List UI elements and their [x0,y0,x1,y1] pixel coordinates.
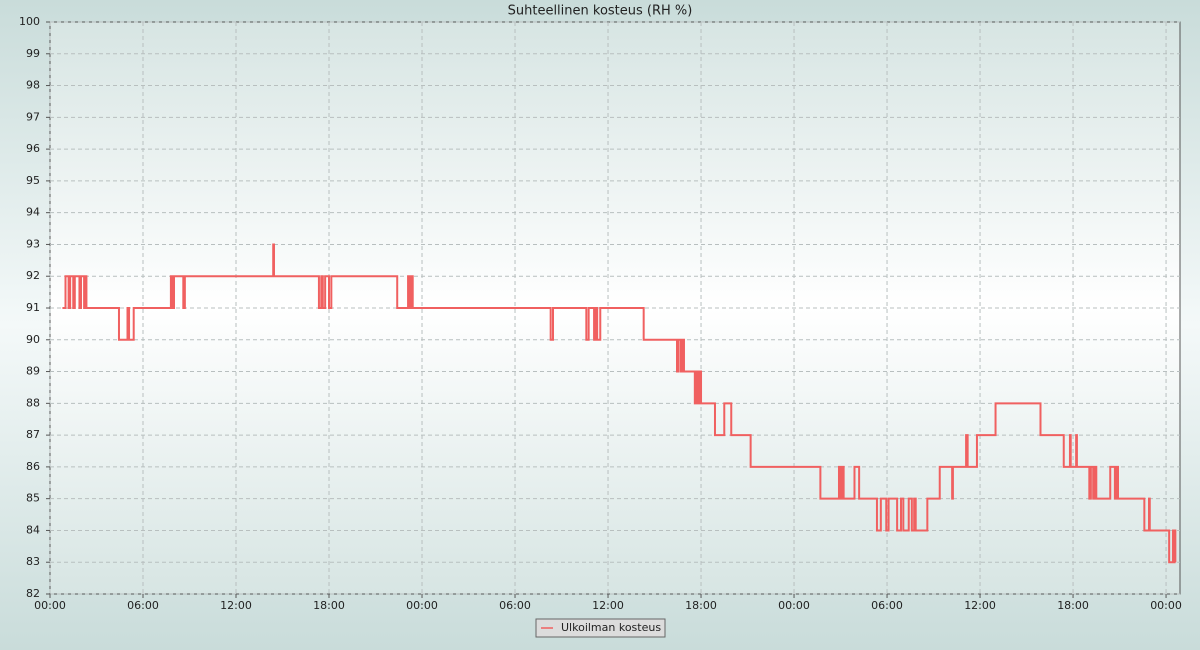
x-tick-label: 06:00 [871,599,903,612]
legend-label: Ulkoilman kosteus [561,621,661,634]
x-tick-label: 00:00 [778,599,810,612]
x-tick-label: 12:00 [220,599,252,612]
x-tick-label: 18:00 [313,599,345,612]
y-tick-label: 96 [26,142,40,155]
y-tick-label: 82 [26,587,40,600]
y-tick-label: 85 [26,492,40,505]
y-tick-label: 83 [26,555,40,568]
y-tick-label: 84 [26,523,40,536]
y-tick-label: 92 [26,269,40,282]
chart-title: Suhteellinen kosteus (RH %) [508,4,693,19]
x-tick-label: 00:00 [1150,599,1182,612]
x-tick-label: 00:00 [34,599,66,612]
x-tick-label: 18:00 [685,599,717,612]
y-tick-label: 90 [26,333,40,346]
y-tick-label: 91 [26,301,40,314]
y-tick-label: 88 [26,396,40,409]
y-tick-label: 95 [26,174,40,187]
y-tick-label: 100 [19,15,40,28]
x-tick-label: 06:00 [127,599,159,612]
y-tick-label: 87 [26,428,40,441]
y-tick-label: 86 [26,460,40,473]
x-tick-label: 18:00 [1057,599,1089,612]
legend: Ulkoilman kosteus [535,618,666,638]
x-tick-label: 00:00 [406,599,438,612]
y-tick-label: 97 [26,110,40,123]
x-tick-label: 12:00 [964,599,996,612]
x-tick-label: 06:00 [499,599,531,612]
x-tick-label: 12:00 [592,599,624,612]
y-tick-label: 94 [26,206,40,219]
y-tick-label: 99 [26,47,40,60]
y-tick-label: 89 [26,365,40,378]
y-tick-label: 93 [26,237,40,250]
legend-box [535,618,666,638]
y-tick-label: 98 [26,79,40,92]
series-line [62,243,1177,564]
